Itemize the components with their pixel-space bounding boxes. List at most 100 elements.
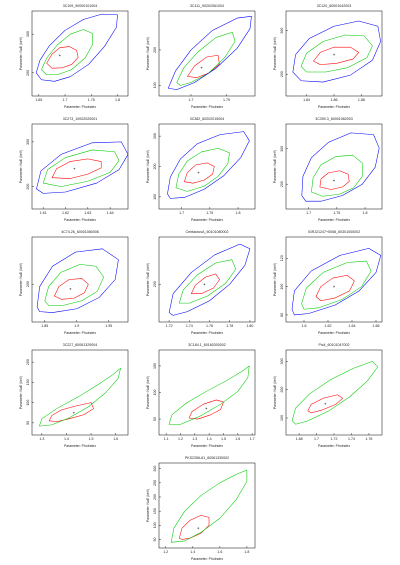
x-axis-label: Parameter: PhoIndex [64, 444, 96, 448]
x-axis-label: Parameter: PhoIndex [191, 218, 223, 222]
y-axis-label: Parameter: NaE (keV) [146, 150, 150, 183]
y-tick-label: 50 [153, 538, 157, 542]
y-tick-label: 100 [153, 82, 157, 88]
x-tick-label: 1.84 [303, 98, 310, 102]
best-fit-marker [333, 179, 335, 182]
contour-plot-svg: 3C382_60202015004 1.7 1.75 1.8 100 200 300 Para… [146, 117, 256, 222]
contour-68pct [307, 394, 344, 414]
panel-title: 3C227_60061329004 [63, 343, 98, 347]
contour-panel: IGRJ21247+5058_60301000002 1.6 1.62 1.64 1.6… [268, 228, 386, 338]
x-tick-label: 1.72 [331, 437, 338, 441]
x-tick-label: 1.65 [35, 98, 42, 102]
y-tick-label: 200 [280, 71, 284, 77]
y-tick-label: 200 [26, 184, 30, 190]
panel-title: IGRJ21247+5058_60301000002 [308, 230, 360, 234]
contour-90pct [176, 31, 236, 86]
x-tick-label: 1.74 [348, 437, 355, 441]
x-tick-label: 1.78 [226, 324, 233, 328]
x-tick-label: 1.63 [84, 211, 91, 215]
x-tick-label: 1.1 [164, 437, 169, 441]
contour-90pct [291, 361, 378, 425]
panel-title: 3C390.3_60001082003 [315, 117, 353, 121]
contour-68pct [313, 46, 359, 65]
y-axis-label: Parameter: NaE (keV) [273, 37, 277, 70]
plot-frame [31, 123, 129, 210]
y-tick-label: 300 [153, 466, 157, 472]
x-tick-label: 1.88 [358, 98, 365, 102]
y-tick-label: 300 [26, 139, 30, 145]
best-fit-marker [200, 66, 203, 69]
plot-frame [158, 10, 256, 97]
x-tick-label: 1.6 [217, 550, 222, 554]
x-tick-label: 1.75 [333, 211, 340, 215]
best-fit-marker [333, 285, 335, 288]
y-axis-label: Parameter: NaE (keV) [19, 263, 23, 296]
plot-frame [31, 10, 129, 97]
x-axis-label: Parameter: PhoIndex [318, 218, 350, 222]
contour-plot-svg: 3C227_60061329004 1.3 1.4 1.5 1.6 50 100 150 200… [19, 343, 129, 448]
contour-68pct [48, 402, 94, 422]
x-axis-label: Parameter: PhoIndex [318, 105, 350, 109]
panel-title: PKS2356-61_60061330002 [185, 456, 229, 460]
best-fit-marker [205, 407, 208, 410]
best-fit-marker [197, 171, 200, 174]
x-axis-label: Parameter: PhoIndex [64, 105, 96, 109]
y-tick-label: 200 [153, 494, 157, 500]
contour-99pct [36, 248, 119, 313]
x-tick-label: 1.6 [302, 324, 307, 328]
contour-plot-svg: 3C273_10002020001 1.61 1.62 1.63 1.64 200 300 P… [19, 117, 129, 222]
best-fit-marker [72, 411, 75, 414]
x-tick-label: 1.66 [373, 324, 380, 328]
contour-panel: Pic4_60101047002 1.68 1.7 1.72 1.74 1.76 100 20… [268, 341, 386, 451]
y-axis-label: Parameter: NaE (keV) [273, 376, 277, 409]
x-axis-label: Parameter: PhoIndex [318, 331, 350, 335]
panel-title: 3C111_90202061004 [190, 4, 224, 8]
y-tick-label: 300 [26, 31, 30, 37]
x-tick-label: 1.7 [63, 98, 68, 102]
x-tick-label: 1.3 [192, 437, 197, 441]
best-fit-marker [58, 54, 61, 57]
plot-frame [158, 236, 256, 323]
best-fit-marker [324, 402, 327, 405]
y-axis-label: Parameter: NaE (keV) [146, 489, 150, 522]
contour-68pct [187, 54, 220, 78]
y-axis-label: Parameter: NaE (keV) [19, 37, 23, 70]
x-tick-label: 1.3 [39, 437, 44, 441]
y-tick-label: 200 [280, 387, 284, 393]
contour-90pct [44, 264, 104, 306]
y-axis-label: Parameter: NaE (keV) [146, 263, 150, 296]
contour-68pct [51, 158, 102, 179]
best-fit-marker [73, 167, 76, 170]
x-tick-label: 1.8 [115, 98, 120, 102]
contour-68pct [315, 274, 355, 302]
y-tick-label: 200 [153, 281, 157, 287]
y-axis-label: Parameter: NaE (keV) [273, 263, 277, 296]
x-tick-label: 1.86 [331, 98, 338, 102]
contour-99pct [167, 16, 252, 90]
x-tick-label: 1.4 [207, 437, 212, 441]
x-tick-label: 1.6 [235, 437, 240, 441]
x-tick-label: 1.75 [88, 98, 95, 102]
contour-plot-svg: PKS2356-61_60061330002 1.2 1.4 1.6 1.8 50 100 1… [146, 456, 256, 561]
x-tick-label: 1.2 [178, 437, 183, 441]
x-tick-label: 1.74 [186, 324, 193, 328]
panel-title: Pic4_60101047002 [319, 343, 350, 347]
contour-68pct [191, 273, 220, 294]
x-tick-label: 1.95 [105, 324, 112, 328]
contour-90pct [39, 367, 121, 427]
y-tick-label: 50 [26, 421, 30, 425]
contour-90pct [175, 148, 230, 192]
y-axis-label: Parameter: NaE (keV) [146, 376, 150, 409]
x-tick-label: 1.68 [296, 437, 303, 441]
x-axis-label: Parameter: PhoIndex [191, 444, 223, 448]
plot-frame [285, 123, 383, 210]
plot-frame [158, 123, 256, 210]
contour-panel: 3C184.1_60160300002 1.1 1.2 1.3 1.4 1.5 1.6 1.7… [141, 341, 259, 451]
x-tick-label: 1.7 [314, 437, 319, 441]
plot-frame [285, 10, 383, 97]
contour-99pct [291, 248, 382, 316]
contour-68pct [46, 46, 79, 69]
